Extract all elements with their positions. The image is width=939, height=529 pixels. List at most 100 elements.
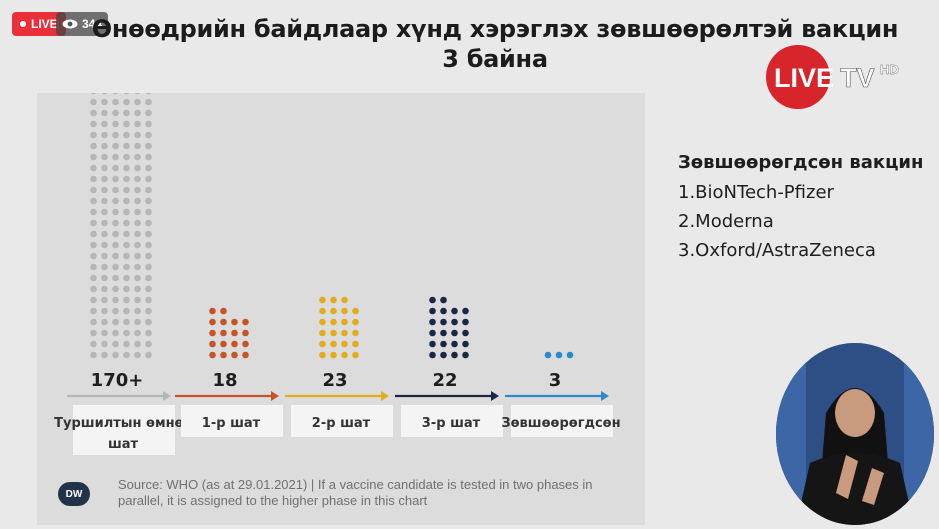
dot-mark [231, 340, 238, 348]
dot-mark [231, 329, 238, 337]
dot-mark [220, 318, 227, 326]
dot-mark [220, 351, 227, 359]
dot-mark [145, 340, 152, 348]
dot-mark [101, 164, 108, 172]
dot-mark [90, 175, 97, 183]
dot-mark [145, 252, 152, 260]
dot-mark [123, 208, 130, 216]
dot-mark [134, 164, 141, 172]
dot-mark [123, 164, 130, 172]
dot-mark [462, 307, 469, 315]
live-label: LIVE [31, 17, 58, 31]
svg-text:HD: HD [880, 62, 899, 77]
dot-mark [90, 351, 97, 359]
dot-mark [101, 285, 108, 293]
dot-mark [90, 87, 97, 95]
dot-mark [566, 351, 574, 359]
dot-mark [112, 285, 119, 293]
dot-mark [145, 274, 152, 282]
dot-mark [112, 351, 119, 359]
dot-mark [145, 351, 152, 359]
dot-mark [101, 274, 108, 282]
dot-mark [231, 318, 238, 326]
dot-mark [101, 296, 108, 304]
category-label: 1-р шат [202, 416, 261, 431]
dot-mark [112, 109, 119, 117]
dot-mark [123, 296, 130, 304]
stage-arrowhead [601, 391, 609, 401]
category-box [401, 405, 503, 437]
category-box [73, 405, 175, 455]
live-dot-icon [20, 21, 26, 27]
dot-mark [123, 120, 130, 128]
dot-mark [341, 318, 348, 326]
dot-mark [101, 230, 108, 238]
dot-mark [112, 219, 119, 227]
dot-mark [90, 296, 97, 304]
dot-mark [101, 307, 108, 315]
dot-mark [429, 318, 436, 326]
category-label: Зөвшөөрөгдсөн [501, 416, 620, 431]
dot-mark [123, 340, 130, 348]
viewer-count-badge: 344 [56, 12, 109, 36]
dot-mark [145, 263, 152, 271]
stage-arrowhead [163, 391, 171, 401]
dot-mark [429, 329, 436, 337]
dot-mark [90, 131, 97, 139]
dot-mark [90, 263, 97, 271]
dot-mark [145, 120, 152, 128]
dot-mark [145, 230, 152, 238]
dot-mark [123, 131, 130, 139]
dot-mark [112, 175, 119, 183]
category-label: 3-р шат [422, 416, 481, 431]
dot-mark [123, 98, 130, 106]
dot-mark [90, 153, 97, 161]
dot-mark [145, 197, 152, 205]
dot-mark [134, 296, 141, 304]
dot-mark [145, 285, 152, 293]
dot-mark [101, 197, 108, 205]
dot-mark [112, 197, 119, 205]
dot-mark [101, 252, 108, 260]
dot-mark [134, 274, 141, 282]
dot-mark [90, 98, 97, 106]
dot-mark [101, 120, 108, 128]
dot-mark [134, 241, 141, 249]
dot-mark [220, 340, 227, 348]
dot-mark [429, 296, 436, 304]
dot-mark [330, 296, 337, 304]
dot-mark [101, 87, 108, 95]
stage-arrowhead [491, 391, 499, 401]
dot-mark [145, 208, 152, 216]
dot-mark [90, 142, 97, 150]
dot-mark [101, 318, 108, 326]
dot-mark [341, 307, 348, 315]
dot-mark [101, 98, 108, 106]
dot-mark [101, 208, 108, 216]
dot-mark [319, 307, 326, 315]
dot-mark [101, 263, 108, 271]
dot-mark [112, 186, 119, 194]
dot-mark [145, 131, 152, 139]
dot-mark [90, 109, 97, 117]
dot-mark [123, 219, 130, 227]
dot-mark [440, 296, 447, 304]
dot-mark [112, 274, 119, 282]
dot-mark [440, 307, 447, 315]
dot-mark [145, 318, 152, 326]
dot-mark [242, 318, 249, 326]
value-label: 23 [322, 370, 347, 391]
dot-mark [451, 329, 458, 337]
dot-mark [330, 307, 337, 315]
dot-mark [112, 164, 119, 172]
approved-item-2: 2.Moderna [678, 211, 774, 232]
dot-mark [123, 142, 130, 150]
category-box [511, 405, 613, 437]
dot-mark [123, 153, 130, 161]
dot-mark [134, 230, 141, 238]
dot-mark [112, 230, 119, 238]
dot-mark [451, 318, 458, 326]
vaccine-pipeline-chart: 170+ Туршилтын өмнөх шат 18 1-р шат 23 2-р шат… [54, 43, 621, 455]
dot-mark [112, 241, 119, 249]
dw-logo-text: DW [65, 488, 83, 500]
